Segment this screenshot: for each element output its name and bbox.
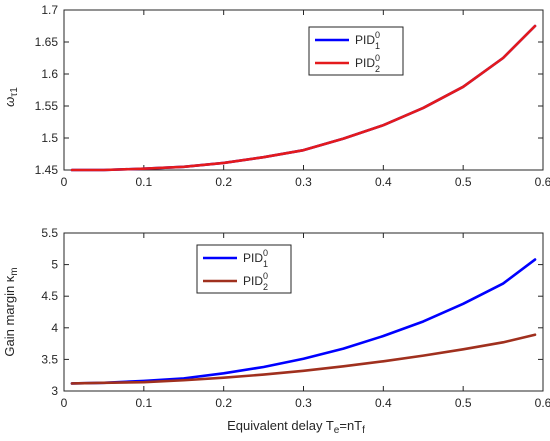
x-tick-label: 0.2 (215, 175, 232, 189)
x-tick-label: 0.4 (375, 175, 392, 189)
x-tick-label: 0.6 (535, 396, 550, 410)
x-tick-label: 0.3 (295, 175, 312, 189)
chart-gain-margin: 3 3.5 4 4.5 5 5.5 0 0.1 0.2 0.3 0.4 0.5 0.6 Gain ma… (2, 226, 550, 436)
x-axis-omega: 0 0.1 0.2 0.3 0.4 0.5 0.6 (61, 10, 550, 189)
x-tick-label: 0.2 (215, 396, 232, 410)
series-lines-gain-margin (70, 258, 537, 385)
y-tick-label: 1.5 (41, 131, 58, 145)
y-axis-label-omega: ωτ1 (2, 87, 20, 107)
x-tick-label: 0.3 (295, 396, 312, 410)
y-tick-label: 1.6 (41, 67, 58, 81)
x-tick-label: 0 (61, 175, 68, 189)
series-lines-omega (70, 24, 537, 172)
y-tick-label: 4.5 (41, 289, 58, 303)
legend-box (196, 244, 292, 294)
y-tick-label: 3.5 (41, 352, 58, 366)
y-tick-label: 1.45 (35, 163, 59, 177)
plot-area-omega (63, 9, 544, 171)
y-axis-omega: 1.45 1.5 1.55 1.6 1.65 1.7 (35, 3, 543, 177)
series-line-2 (70, 333, 537, 385)
x-tick-label: 0.6 (535, 175, 550, 189)
y-axis-label-gain-margin: Gain margin κm (2, 267, 20, 356)
y-axis-gain-margin: 3 3.5 4 4.5 5 5.5 (41, 226, 543, 398)
legend-label-2: PID0 2 (243, 271, 268, 292)
x-tick-label: 0.5 (455, 175, 472, 189)
y-tick-label: 3 (51, 384, 58, 398)
x-tick-label: 0.4 (375, 396, 392, 410)
x-tick-label: 0.1 (135, 396, 152, 410)
chart-omega: 1.45 1.5 1.55 1.6 1.65 1.7 0 0.1 0.2 0.3 0.4 0.5 0.… (2, 3, 550, 189)
y-tick-label: 4 (51, 321, 58, 335)
y-tick-label: 1.65 (35, 35, 59, 49)
y-tick-label: 5 (51, 258, 58, 272)
legend-label-1: PID0 1 (355, 30, 380, 51)
x-tick-label: 0.5 (455, 396, 472, 410)
series-line-2 (70, 24, 537, 172)
x-axis-label-gain-margin: Equivalent delay Te=nTf (227, 418, 365, 436)
y-tick-label: 1.55 (35, 99, 59, 113)
legend-label-1: PID0 1 (243, 248, 268, 269)
legend-box (308, 26, 404, 76)
x-tick-label: 0 (61, 396, 68, 410)
y-tick-label: 5.5 (41, 226, 58, 240)
x-tick-label: 0.1 (135, 175, 152, 189)
x-axis-gain-margin: 0 0.1 0.2 0.3 0.4 0.5 0.6 (61, 233, 550, 410)
plot-area-gain-margin (63, 232, 544, 392)
y-tick-label: 1.7 (41, 3, 58, 17)
legend-label-2: PID0 2 (355, 53, 380, 74)
